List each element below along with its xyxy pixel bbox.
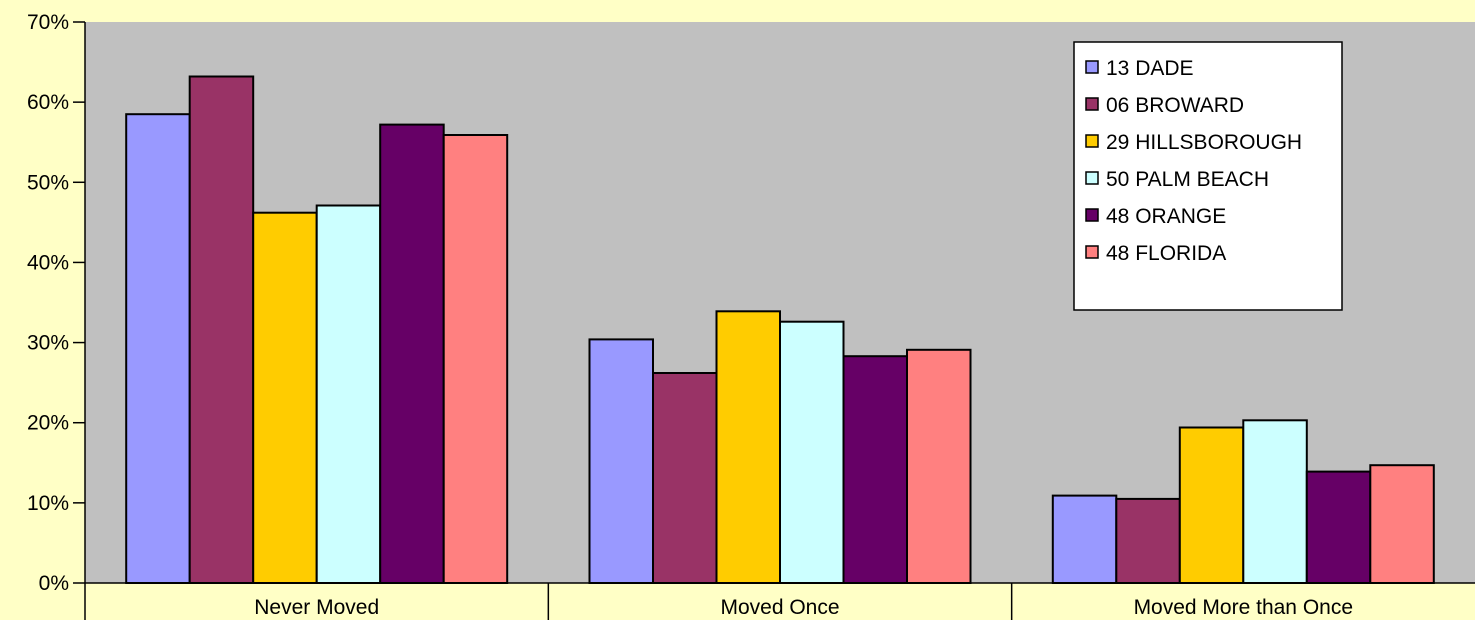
legend-swatch: [1085, 208, 1099, 222]
bar-1-4: [315, 204, 382, 584]
bar-3-3: [1178, 426, 1245, 584]
y-tick-label: 60%: [27, 91, 69, 114]
legend-label: 29 HILLSBOROUGH: [1106, 131, 1302, 154]
bar-1-3: [252, 211, 318, 584]
bar-1-5: [379, 123, 445, 584]
legend-label: 48 FLORIDA: [1106, 242, 1226, 265]
legend-swatch: [1085, 245, 1099, 259]
bar-3-1: [1051, 494, 1118, 585]
bar-1-1: [125, 113, 191, 584]
legend-label: 48 ORANGE: [1106, 205, 1226, 228]
y-tick-label: 50%: [27, 171, 69, 194]
bars-group: [125, 75, 1435, 585]
legend-box: [1073, 41, 1343, 311]
y-tick-label: 20%: [27, 412, 69, 435]
category-labels: Never Moved Moved Once Moved More than Onc…: [254, 596, 1353, 619]
legend-swatch: [1085, 60, 1099, 74]
category-label: Moved More than Once: [1134, 596, 1353, 619]
bar-2-3: [715, 310, 781, 584]
bar-2-6: [906, 348, 972, 584]
bar-2-4: [779, 320, 845, 584]
bar-1-6: [442, 134, 509, 584]
legend: 13 DADE 06 BROWARD 29 HILLSBOROUGH 50 PALM …: [1073, 41, 1343, 311]
y-tick-label: 30%: [27, 332, 69, 355]
legend-swatch: [1085, 97, 1099, 111]
bar-2-1: [588, 338, 654, 584]
bar-1-2: [188, 75, 255, 584]
bar-2-5: [842, 355, 908, 585]
legend-swatch: [1085, 171, 1099, 185]
bar-3-6: [1369, 464, 1435, 585]
y-tick-labels: 0% 10% 20% 30% 40% 50% 60% 70%: [27, 11, 69, 595]
y-tick-label: 0%: [39, 572, 69, 595]
category-label: Never Moved: [254, 596, 379, 619]
legend-label: 13 DADE: [1106, 57, 1194, 80]
y-tick-label: 40%: [27, 251, 69, 274]
y-tick-label: 70%: [27, 11, 69, 34]
y-tick-label: 10%: [27, 492, 69, 515]
category-label: Moved Once: [720, 596, 839, 619]
legend-swatch: [1085, 134, 1099, 148]
legend-label: 06 BROWARD: [1106, 94, 1244, 117]
bar-3-2: [1115, 497, 1181, 584]
bar-3-4: [1242, 419, 1308, 584]
axes-group: [73, 21, 1475, 620]
legend-label: 50 PALM BEACH: [1106, 168, 1269, 191]
bar-3-5: [1305, 470, 1372, 585]
bar-2-2: [652, 372, 718, 584]
